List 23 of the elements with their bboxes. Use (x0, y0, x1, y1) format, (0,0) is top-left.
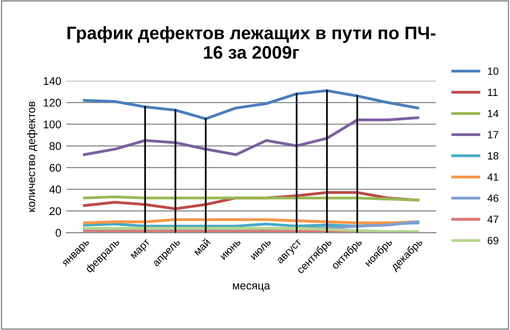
y-tick-label: 140 (44, 77, 62, 85)
line-series (83, 89, 420, 120)
legend-label: 10 (488, 67, 498, 75)
legend-label: 47 (487, 216, 498, 223)
line-series (83, 116, 420, 156)
y-tick-label: 80 (50, 142, 62, 150)
y-tick-label: 0 (56, 228, 62, 237)
legend-label: 11 (488, 88, 498, 96)
y-tick-label: 120 (44, 98, 62, 107)
y-tick-label: 20 (50, 207, 62, 216)
legend-label: 14 (488, 110, 498, 118)
y-tick-label: 60 (50, 164, 62, 172)
y-axis-title: количество дефектов (26, 102, 38, 212)
y-tick-label: 40 (49, 186, 62, 194)
x-tick-label: май (192, 238, 211, 256)
legend-label: 18 (488, 152, 498, 160)
y-tick-label: 100 (44, 120, 62, 128)
chart-title: График дефектов лежащих в пути по ПЧ- 16 за 2009г (67, 26, 436, 59)
x-axis-title: месяца (232, 283, 270, 292)
legend-label: 46 (487, 194, 498, 202)
legend-label: 41 (487, 173, 498, 181)
legend-label: 17 (488, 131, 498, 138)
legend-label: 69 (488, 236, 498, 244)
